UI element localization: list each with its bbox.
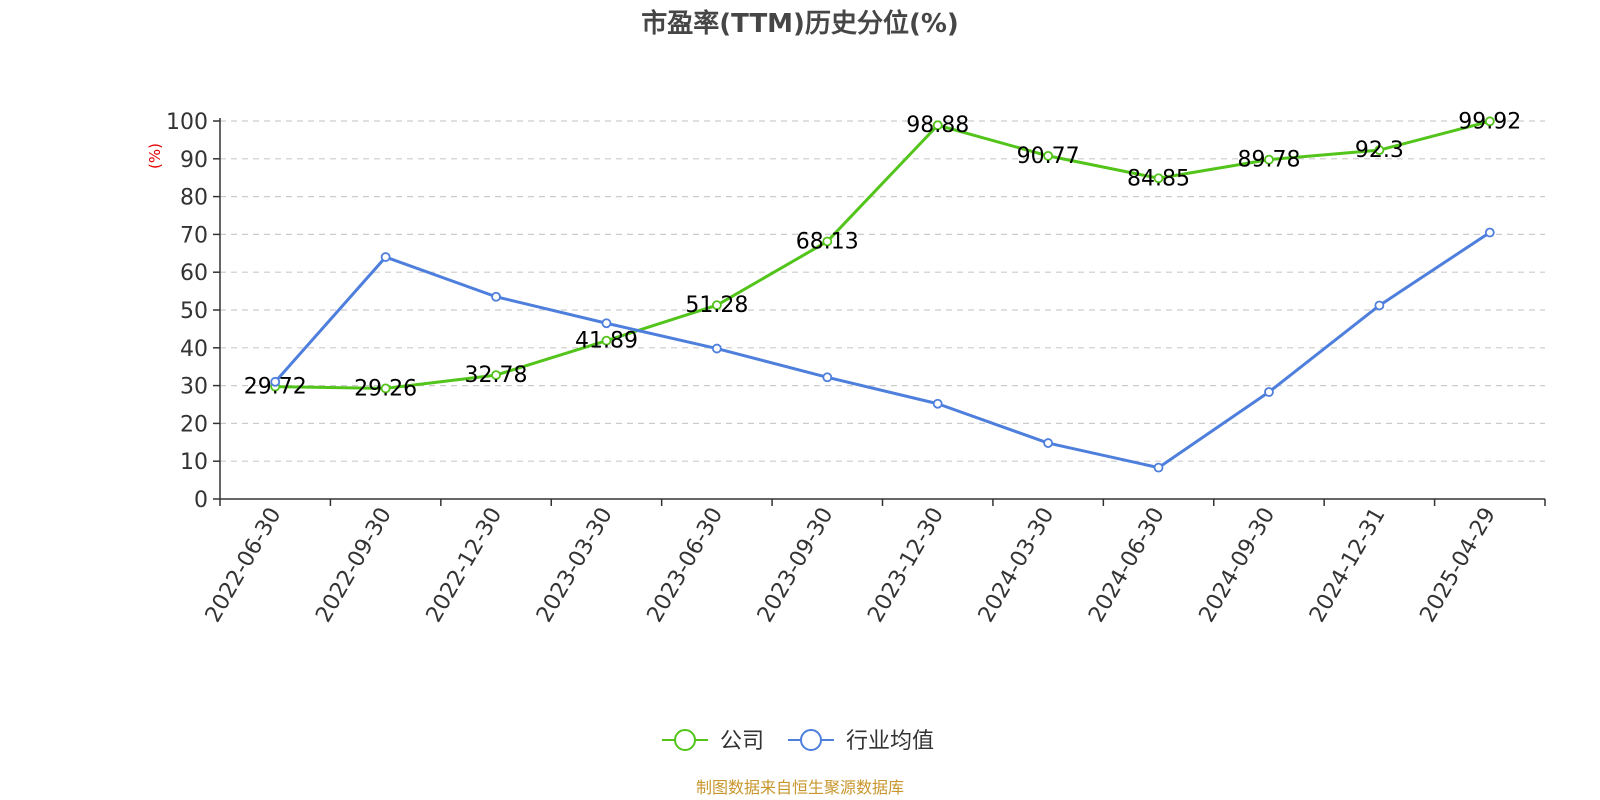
x-tick-label: 2024-06-30: [1084, 504, 1170, 627]
data-point[interactable]: [1484, 227, 1495, 238]
x-tick-label: 2022-12-30: [422, 504, 508, 627]
data-point[interactable]: [711, 343, 722, 354]
data-point[interactable]: [1153, 462, 1164, 473]
data-point[interactable]: [822, 372, 833, 383]
y-tick-label: 100: [166, 110, 208, 135]
x-tick-label: 2024-09-30: [1195, 504, 1281, 627]
data-point[interactable]: [1484, 116, 1495, 127]
grid-layer: [220, 120, 1545, 462]
data-point[interactable]: [822, 236, 833, 247]
data-label: 90.77: [1017, 144, 1080, 169]
x-tick-label: 2022-06-30: [201, 504, 287, 627]
legend-label: 公司: [720, 729, 764, 754]
y-tick-label: 0: [194, 488, 208, 513]
data-label: 89.78: [1237, 148, 1300, 173]
source-note: 制图数据来自恒生聚源数据库: [696, 778, 904, 797]
data-label: 51.28: [685, 293, 748, 318]
y-tick-label: 20: [180, 412, 208, 437]
data-point[interactable]: [1043, 438, 1054, 448]
y-tick-label: 10: [180, 450, 208, 475]
data-label: 29.72: [244, 375, 307, 400]
data-point[interactable]: [1264, 387, 1274, 397]
data-point[interactable]: [932, 120, 943, 131]
data-label: 99.92: [1458, 109, 1521, 134]
data-point[interactable]: [491, 291, 501, 302]
y-tick-label: 80: [180, 186, 208, 211]
data-label: 32.78: [465, 363, 528, 388]
axis-layer: 0 10 20 30 40 50 60 70 80 90 100 2022-06-30 2022-09-…: [166, 110, 1546, 627]
legend-circle-marker: [800, 729, 822, 751]
y-tick-label: 60: [180, 261, 208, 286]
data-label-layer: 29.72 29.26 32.78 41.89 51.28 68.13 98.88 90.77…: [244, 109, 1522, 401]
data-point[interactable]: [270, 376, 281, 387]
x-tick-label: 2024-12-31: [1305, 504, 1391, 627]
data-point[interactable]: [491, 370, 501, 380]
data-point[interactable]: [711, 300, 722, 311]
data-point[interactable]: [601, 318, 612, 329]
legend-item-industry-average[interactable]: 行业均值: [788, 729, 934, 754]
y-tick-label: 70: [180, 223, 208, 248]
y-tick-label: 90: [180, 148, 208, 173]
y-tick-label: 40: [180, 337, 208, 362]
x-tick-label: 2023-09-30: [753, 504, 839, 627]
data-label: 68.13: [796, 229, 859, 254]
x-tick-label: 2025-04-29: [1415, 504, 1501, 627]
data-point[interactable]: [1264, 154, 1274, 165]
legend-circle-marker: [674, 729, 696, 751]
series-line-company: [275, 119, 1491, 390]
series-line-industry-average: [274, 231, 1491, 470]
data-point[interactable]: [380, 383, 391, 394]
y-tick-label: 30: [180, 375, 208, 400]
data-label: 41.89: [575, 329, 638, 354]
x-tick-label: 2023-12-30: [863, 504, 949, 627]
data-point[interactable]: [1043, 150, 1054, 161]
data-label: 92.3: [1355, 138, 1404, 163]
series-layer: [270, 116, 1495, 473]
legend[interactable]: 公司 行业均值: [662, 729, 934, 754]
data-point[interactable]: [601, 335, 612, 346]
legend-label: 行业均值: [846, 729, 934, 754]
chart-title: 市盈率(TTM)历史分位(%): [641, 8, 959, 39]
legend-item-company[interactable]: 公司: [662, 729, 764, 754]
data-label: 84.85: [1127, 166, 1190, 191]
data-point[interactable]: [380, 252, 391, 262]
x-tick-label: 2024-03-30: [974, 504, 1060, 627]
x-tick-label: 2022-09-30: [311, 504, 397, 627]
data-point[interactable]: [1153, 173, 1164, 184]
data-point[interactable]: [1374, 300, 1385, 311]
x-tick-label: 2023-06-30: [642, 504, 728, 627]
y-axis-label: (%): [146, 143, 164, 169]
data-point[interactable]: [1374, 145, 1385, 156]
data-label: 98.88: [906, 113, 969, 138]
data-point[interactable]: [932, 398, 943, 409]
x-tick-label: 2023-03-30: [532, 504, 618, 627]
y-tick-label: 50: [180, 299, 208, 324]
data-label: 29.26: [354, 376, 417, 401]
